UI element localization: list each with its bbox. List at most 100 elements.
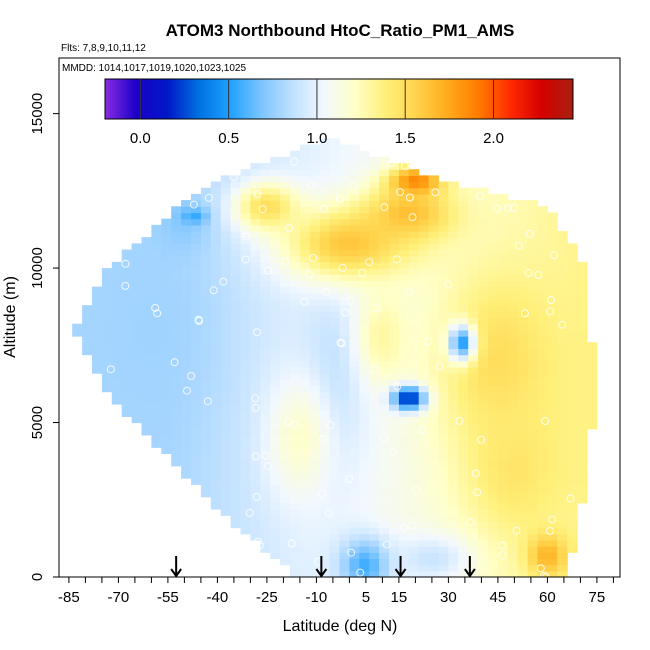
heatmap-cell xyxy=(200,218,212,226)
sample-point xyxy=(261,451,270,460)
heatmap-cell xyxy=(398,552,410,560)
heatmap-cell xyxy=(497,354,509,362)
heatmap-cell xyxy=(299,336,311,343)
sample-point xyxy=(263,462,272,470)
heatmap-cell xyxy=(101,298,113,306)
heatmap-cell xyxy=(458,292,469,300)
heatmap-cell xyxy=(220,490,232,498)
heatmap-cell xyxy=(389,280,400,288)
heatmap-cell xyxy=(497,311,509,319)
heatmap-cell xyxy=(517,224,529,232)
heatmap-cell xyxy=(398,261,410,269)
heatmap-cell xyxy=(72,329,83,337)
heatmap-cell xyxy=(537,441,548,448)
heatmap-cell xyxy=(299,231,311,238)
heatmap-cell xyxy=(557,521,568,529)
heatmap-cell xyxy=(448,200,459,207)
heatmap-cell xyxy=(359,354,370,362)
heatmap-cell xyxy=(200,193,212,201)
heatmap-cell xyxy=(299,169,311,176)
heatmap-cell xyxy=(507,224,519,232)
heatmap-cell xyxy=(398,570,410,578)
heatmap-cell xyxy=(488,342,499,349)
heatmap-cell xyxy=(299,237,311,244)
heatmap-cell xyxy=(220,268,232,275)
heatmap-cell xyxy=(200,311,212,319)
heatmap-cell xyxy=(517,422,529,430)
heatmap-cell xyxy=(379,311,390,319)
heatmap-cell xyxy=(507,552,519,560)
heatmap-cell xyxy=(488,268,499,275)
heatmap-cell xyxy=(517,373,529,380)
heatmap-cell xyxy=(260,280,271,288)
heatmap-cell xyxy=(527,570,539,578)
heatmap-cell xyxy=(299,509,311,516)
heatmap-cell xyxy=(438,502,449,510)
heatmap-cell xyxy=(250,533,261,541)
heatmap-cell xyxy=(329,268,341,275)
heatmap-cell xyxy=(488,373,499,380)
heatmap-cell xyxy=(567,484,578,492)
heatmap-cell xyxy=(488,397,499,405)
sample-point xyxy=(324,509,333,518)
heatmap-cell xyxy=(270,329,281,337)
heatmap-cell xyxy=(280,268,291,275)
heatmap-cell xyxy=(478,539,489,547)
heatmap-cell xyxy=(507,422,519,430)
heatmap-cell xyxy=(379,385,390,393)
heatmap-cell xyxy=(260,428,271,436)
heatmap-cell xyxy=(349,539,360,547)
heatmap-cell xyxy=(290,342,301,349)
heatmap-cell xyxy=(299,404,311,411)
heatmap-cell xyxy=(270,496,281,504)
heatmap-cell xyxy=(329,552,341,560)
heatmap-cell xyxy=(240,305,251,312)
heatmap-cell xyxy=(349,416,360,424)
heatmap-cell xyxy=(240,206,251,214)
heatmap-cell xyxy=(517,249,529,257)
heatmap-cell xyxy=(428,471,440,479)
heatmap-cell xyxy=(349,323,360,331)
heatmap-cell xyxy=(290,181,301,189)
heatmap-cell xyxy=(359,175,370,183)
heatmap-cell xyxy=(141,255,152,263)
heatmap-cell xyxy=(517,274,529,282)
heatmap-cell xyxy=(290,496,301,504)
heatmap-cell xyxy=(398,484,410,492)
sample-point xyxy=(393,382,402,391)
heatmap-cell xyxy=(280,317,291,325)
heatmap-cell xyxy=(171,243,182,251)
heatmap-cell xyxy=(497,379,509,387)
heatmap-cell xyxy=(567,311,578,319)
heatmap-cell xyxy=(359,385,370,393)
heatmap-cell xyxy=(171,305,182,312)
heatmap-cell xyxy=(359,249,370,257)
heatmap-cell xyxy=(92,329,103,337)
sample-point xyxy=(417,426,426,435)
heatmap-cell xyxy=(408,428,420,436)
heatmap-cell xyxy=(329,298,341,306)
colorbar-tick-label: 0.5 xyxy=(218,130,239,147)
heatmap-cell xyxy=(468,478,479,485)
heatmap-cell xyxy=(319,268,331,275)
heatmap-cell xyxy=(230,317,242,325)
heatmap-cell xyxy=(121,311,133,319)
heatmap-cell xyxy=(418,453,430,461)
heatmap-cell xyxy=(171,410,182,417)
heatmap-cell xyxy=(329,280,341,288)
heatmap-cell xyxy=(299,175,311,183)
heatmap-cell xyxy=(250,181,261,189)
heatmap-cell xyxy=(527,515,539,522)
heatmap-cell xyxy=(537,496,548,504)
y-tick-label: 15000 xyxy=(29,93,46,135)
heatmap-cell xyxy=(339,231,350,238)
heatmap-cell xyxy=(359,218,370,226)
heatmap-cell xyxy=(488,329,499,337)
heatmap-cell xyxy=(319,428,331,436)
heatmap-cell xyxy=(428,373,440,380)
heatmap-cell xyxy=(468,453,479,461)
heatmap-cell xyxy=(517,354,529,362)
heatmap-cell xyxy=(309,249,321,257)
heatmap-cell xyxy=(191,434,202,442)
heatmap-cell xyxy=(191,478,202,485)
